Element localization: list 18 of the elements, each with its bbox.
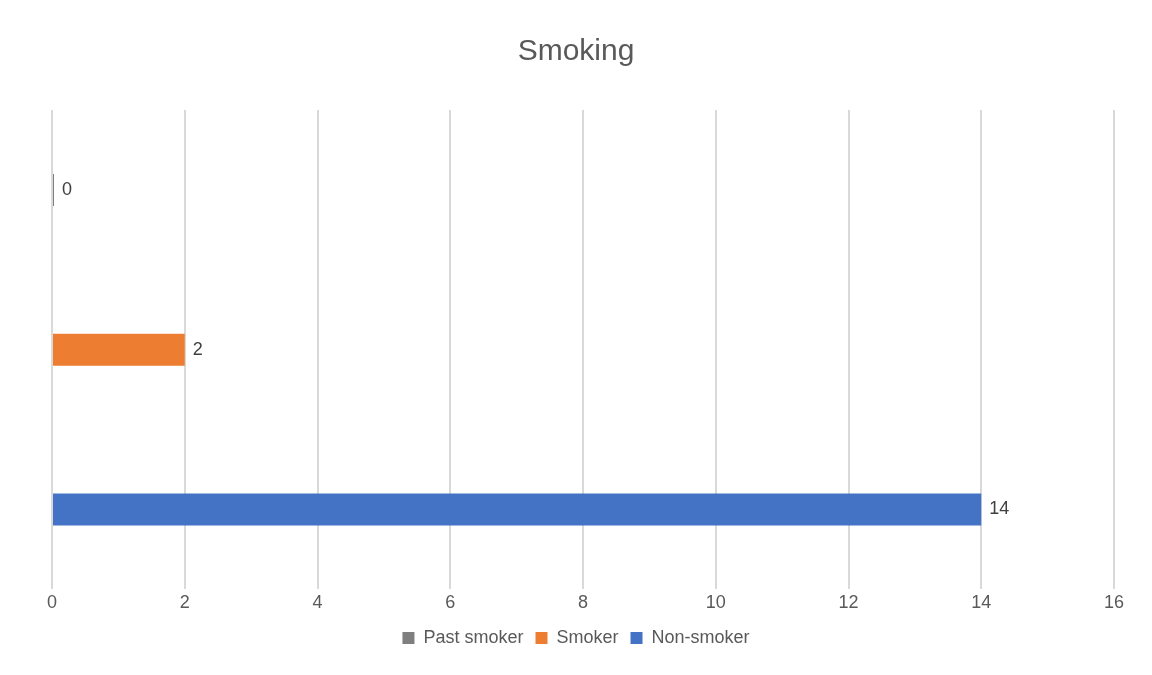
data-label: 14 xyxy=(989,498,1010,519)
bar xyxy=(53,333,185,366)
legend-label: Past smoker xyxy=(423,626,524,647)
x-tick-label: 4 xyxy=(312,592,323,613)
x-tick-label: 2 xyxy=(179,592,190,613)
x-tick-label: 14 xyxy=(971,592,992,613)
x-tick-label: 10 xyxy=(705,592,726,613)
data-label: 0 xyxy=(62,178,73,199)
data-label: 2 xyxy=(192,338,203,359)
x-tick-label: 0 xyxy=(46,592,58,613)
legend-label: Non-smoker xyxy=(651,626,750,647)
chart-title: Smoking xyxy=(517,33,635,67)
x-tick-label: 8 xyxy=(577,592,589,613)
x-tick-label: 12 xyxy=(838,592,859,613)
legend-label: Smoker xyxy=(556,626,619,647)
x-tick-label: 6 xyxy=(445,592,456,613)
x-tick-label: 16 xyxy=(1103,592,1125,613)
bar xyxy=(53,493,982,526)
